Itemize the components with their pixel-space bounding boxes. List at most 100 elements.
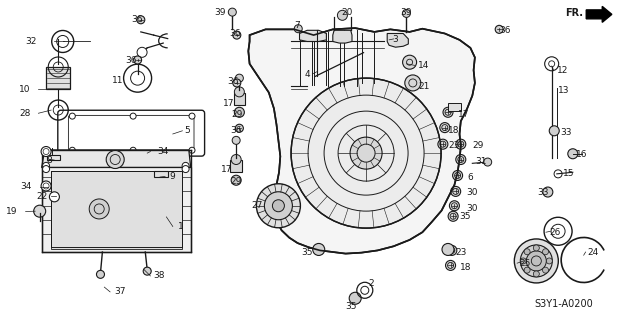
Circle shape (449, 201, 460, 211)
Text: 26: 26 (549, 228, 561, 237)
Text: FR.: FR. (565, 8, 583, 18)
Text: 3: 3 (392, 35, 398, 44)
Circle shape (41, 146, 51, 157)
Circle shape (543, 187, 553, 197)
Circle shape (533, 245, 540, 251)
Circle shape (41, 181, 51, 191)
Circle shape (43, 162, 49, 169)
Circle shape (228, 8, 236, 16)
Circle shape (189, 147, 195, 153)
Circle shape (143, 267, 151, 275)
Circle shape (130, 113, 136, 119)
Text: 37: 37 (114, 287, 125, 296)
Text: 17: 17 (458, 110, 469, 119)
Text: 36: 36 (229, 29, 241, 38)
Text: 19: 19 (6, 207, 18, 216)
Text: 34: 34 (20, 182, 32, 191)
Circle shape (526, 251, 547, 271)
Text: 30: 30 (466, 204, 477, 213)
Text: 18: 18 (460, 263, 471, 272)
Text: 13: 13 (558, 86, 570, 95)
Polygon shape (333, 30, 352, 43)
Bar (234, 93, 245, 105)
Text: 36: 36 (125, 56, 136, 65)
Text: S3Y1-A0200: S3Y1-A0200 (534, 299, 593, 309)
Circle shape (337, 10, 348, 20)
Circle shape (520, 245, 552, 277)
Bar (46, 67, 70, 89)
Circle shape (233, 79, 241, 87)
Bar (230, 160, 242, 172)
Circle shape (524, 267, 530, 273)
Text: 18: 18 (448, 126, 460, 135)
Circle shape (233, 31, 241, 39)
Circle shape (231, 175, 241, 185)
Text: 29: 29 (232, 110, 243, 119)
Circle shape (257, 184, 300, 228)
Circle shape (232, 136, 240, 145)
Bar (154, 171, 168, 177)
Text: 39: 39 (400, 8, 412, 17)
Text: 7: 7 (294, 21, 300, 30)
Circle shape (515, 239, 558, 283)
Circle shape (134, 56, 141, 64)
Circle shape (484, 158, 492, 166)
Circle shape (294, 25, 302, 33)
Circle shape (547, 258, 552, 264)
Text: 36: 36 (227, 77, 239, 86)
Circle shape (106, 151, 124, 168)
Text: 15: 15 (563, 169, 575, 178)
Circle shape (451, 186, 461, 197)
Circle shape (97, 270, 104, 278)
Circle shape (495, 25, 503, 33)
Text: 5: 5 (184, 126, 190, 135)
Text: 36: 36 (499, 26, 511, 35)
Circle shape (137, 47, 147, 57)
Text: 1: 1 (178, 222, 184, 231)
Polygon shape (387, 33, 408, 47)
Polygon shape (51, 171, 182, 249)
Text: 20: 20 (341, 8, 353, 17)
Text: 6: 6 (467, 173, 473, 182)
Text: 36: 36 (230, 126, 242, 135)
Circle shape (234, 107, 244, 117)
Text: 23: 23 (448, 141, 460, 150)
Circle shape (543, 249, 548, 255)
Text: 35: 35 (301, 248, 312, 256)
Circle shape (403, 55, 417, 69)
Circle shape (543, 267, 548, 273)
Text: 17: 17 (221, 165, 232, 174)
Polygon shape (300, 30, 326, 41)
Text: 14: 14 (418, 61, 429, 70)
Text: 21: 21 (418, 82, 429, 91)
Circle shape (234, 87, 244, 97)
Circle shape (69, 147, 76, 153)
Polygon shape (42, 150, 191, 167)
Circle shape (69, 113, 76, 119)
Circle shape (568, 149, 578, 159)
Text: 35: 35 (460, 212, 471, 221)
Circle shape (273, 200, 284, 212)
Polygon shape (42, 167, 191, 252)
Text: 33: 33 (560, 128, 572, 137)
Bar (448, 103, 461, 111)
Circle shape (456, 139, 466, 149)
Circle shape (405, 75, 421, 91)
Text: 38: 38 (154, 271, 165, 280)
Circle shape (291, 78, 441, 228)
Circle shape (440, 122, 450, 133)
Circle shape (313, 243, 324, 256)
Text: 12: 12 (557, 66, 568, 75)
Circle shape (34, 205, 45, 217)
Circle shape (350, 137, 382, 169)
Circle shape (438, 139, 448, 149)
Circle shape (349, 292, 361, 304)
Circle shape (524, 249, 530, 255)
Circle shape (549, 126, 559, 136)
Text: 27: 27 (251, 201, 262, 210)
Text: 25: 25 (520, 259, 531, 268)
Text: 36: 36 (131, 15, 143, 24)
FancyArrow shape (586, 6, 612, 22)
Text: 11: 11 (112, 76, 124, 85)
Text: 8: 8 (47, 156, 52, 165)
